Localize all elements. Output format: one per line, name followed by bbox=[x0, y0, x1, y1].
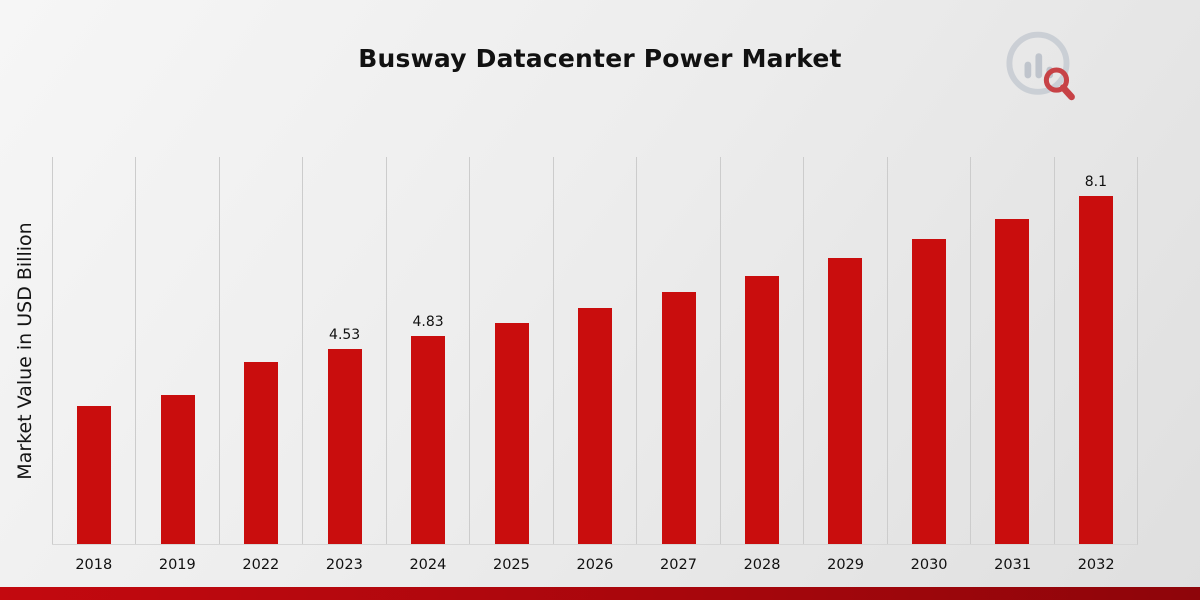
bar-column: 4.53 bbox=[302, 157, 385, 544]
bar-2030 bbox=[911, 239, 946, 544]
bar-column bbox=[886, 157, 970, 544]
bar-column bbox=[970, 157, 1053, 544]
x-tick-2018: 2018 bbox=[75, 557, 113, 573]
footer-red-strip bbox=[0, 587, 1200, 600]
bar-column: 8.1 bbox=[1053, 157, 1137, 544]
bar-2027 bbox=[661, 292, 696, 544]
bar-column bbox=[636, 157, 719, 544]
x-tick-2029: 2029 bbox=[827, 557, 864, 573]
bar-2032 bbox=[1078, 195, 1113, 544]
x-tick-2031: 2031 bbox=[994, 557, 1032, 573]
bar-2019 bbox=[160, 395, 195, 544]
bar-value-label: 4.53 bbox=[329, 327, 361, 344]
bar-column bbox=[52, 157, 135, 544]
bar-2023 bbox=[327, 349, 362, 544]
x-tick-2026: 2026 bbox=[576, 557, 614, 573]
x-tick-2025: 2025 bbox=[492, 557, 530, 573]
plot-area: 4.53 4.83 8.1 bbox=[52, 157, 1138, 545]
bar-column bbox=[469, 157, 552, 544]
bar-column bbox=[218, 157, 302, 544]
x-tick-2032: 2032 bbox=[1077, 557, 1115, 573]
x-tick-2027: 2027 bbox=[660, 557, 697, 573]
x-tick-2022: 2022 bbox=[242, 557, 280, 573]
chart-title: Busway Datacenter Power Market bbox=[358, 44, 842, 73]
bar-2024 bbox=[411, 336, 446, 544]
bar-column bbox=[552, 157, 636, 544]
bar-value-label: 4.83 bbox=[412, 314, 444, 331]
bar-column bbox=[719, 157, 803, 544]
y-axis-label: Market Value in USD Billion bbox=[14, 222, 36, 480]
bar-column bbox=[135, 157, 218, 544]
x-tick-2028: 2028 bbox=[743, 557, 781, 573]
x-tick-2019: 2019 bbox=[158, 557, 196, 573]
bar-2031 bbox=[995, 218, 1030, 544]
bar-column: 4.83 bbox=[385, 157, 469, 544]
bar-column bbox=[803, 157, 886, 544]
bar-2025 bbox=[494, 322, 529, 544]
x-tick-2024: 2024 bbox=[409, 557, 447, 573]
bar-2029 bbox=[828, 258, 863, 544]
x-tick-2030: 2030 bbox=[910, 557, 948, 573]
bar-2026 bbox=[578, 307, 613, 544]
bar-2028 bbox=[744, 275, 779, 544]
x-tick-2023: 2023 bbox=[325, 557, 363, 573]
chart-area: 4.53 4.83 8.1 2018 2019 2022 2023 2024 2025 202… bbox=[52, 157, 1138, 573]
bar-2022 bbox=[244, 361, 279, 544]
bar-value-label: 8.1 bbox=[1084, 173, 1107, 190]
bar-2018 bbox=[77, 406, 112, 544]
x-axis: 2018 2019 2022 2023 2024 2025 2026 2027 2028 2029… bbox=[52, 557, 1138, 573]
bar-chart-magnifier-logo-icon bbox=[1006, 31, 1075, 101]
